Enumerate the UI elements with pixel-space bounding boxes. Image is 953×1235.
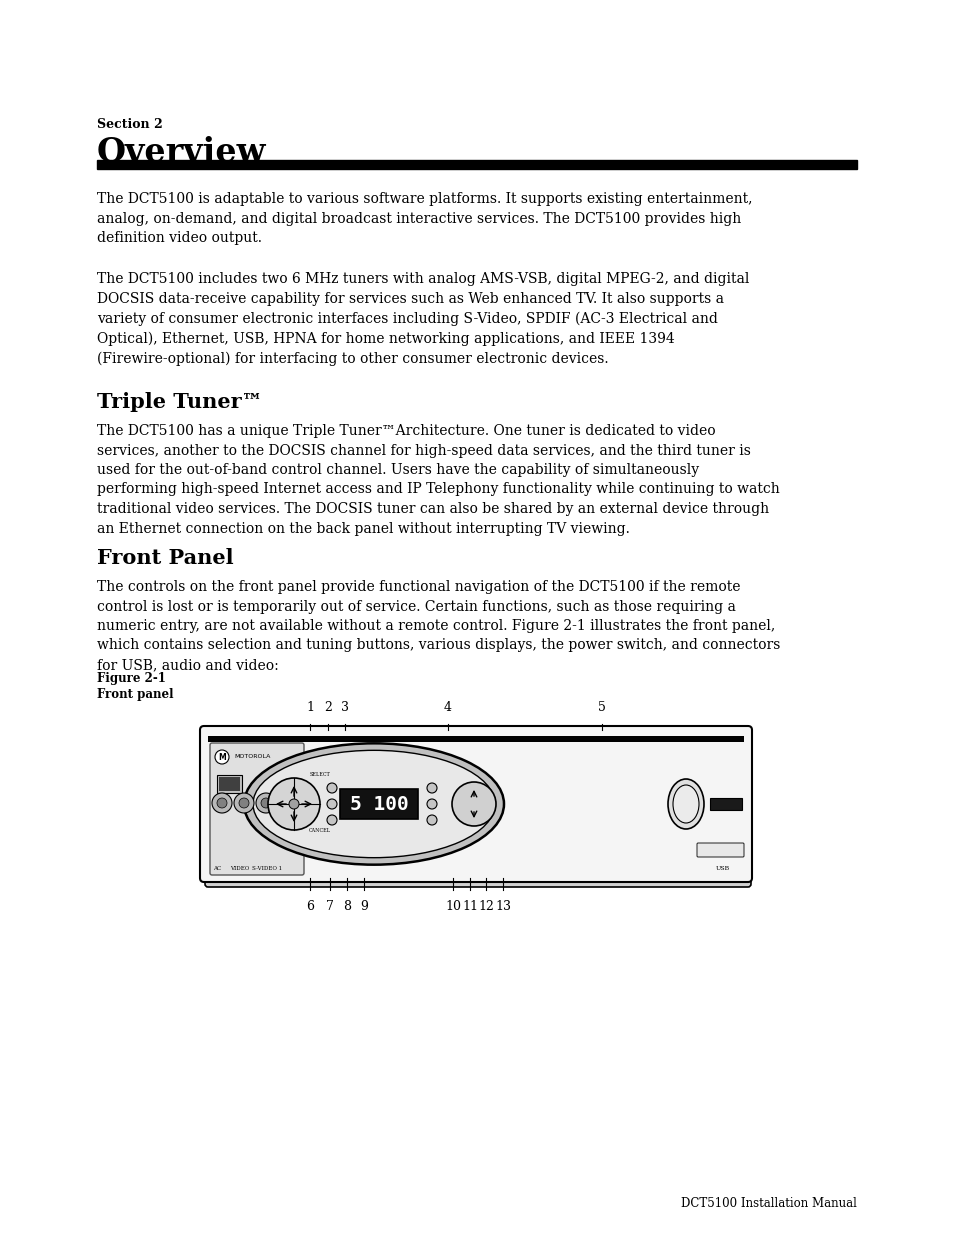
Circle shape [327, 815, 336, 825]
Bar [216, 776, 242, 793]
Text: Figure 2-1: Figure 2-1 [97, 672, 166, 685]
Bar [219, 777, 240, 790]
Text: 13: 13 [495, 900, 511, 913]
Ellipse shape [253, 751, 495, 857]
Text: 7: 7 [326, 900, 334, 913]
Text: 5: 5 [598, 701, 605, 714]
Text: 11: 11 [461, 900, 477, 913]
Text: SELECT: SELECT [310, 772, 330, 777]
Text: CANCEL: CANCEL [309, 827, 331, 832]
Ellipse shape [672, 785, 699, 823]
Text: 9: 9 [359, 900, 368, 913]
Text: 5 100: 5 100 [349, 794, 408, 814]
Circle shape [268, 778, 319, 830]
Circle shape [327, 799, 336, 809]
Bar [709, 798, 741, 810]
Circle shape [261, 798, 271, 808]
Text: DCT5100 Installation Manual: DCT5100 Installation Manual [680, 1197, 856, 1210]
Text: Section 2: Section 2 [97, 119, 163, 131]
Text: AC: AC [213, 866, 221, 871]
Text: USB: USB [715, 866, 729, 871]
Text: 6: 6 [306, 900, 314, 913]
Circle shape [212, 793, 232, 813]
Text: Overview: Overview [97, 136, 266, 169]
Text: 3: 3 [340, 701, 349, 714]
Bar [208, 736, 743, 742]
Text: VIDEO: VIDEO [230, 866, 250, 871]
Text: M: M [218, 752, 226, 762]
Circle shape [327, 783, 336, 793]
Circle shape [452, 782, 496, 826]
Circle shape [233, 793, 253, 813]
Text: 1: 1 [306, 701, 314, 714]
Text: MOTOROLA: MOTOROLA [233, 755, 270, 760]
Circle shape [289, 799, 298, 809]
FancyBboxPatch shape [200, 726, 751, 882]
Ellipse shape [244, 743, 503, 864]
Ellipse shape [667, 779, 703, 829]
Circle shape [427, 815, 436, 825]
Text: 8: 8 [343, 900, 351, 913]
Text: 2: 2 [324, 701, 332, 714]
Circle shape [239, 798, 249, 808]
Text: Front panel: Front panel [97, 688, 173, 701]
FancyBboxPatch shape [205, 729, 750, 887]
Circle shape [427, 799, 436, 809]
Bar [339, 789, 417, 819]
Circle shape [427, 783, 436, 793]
Text: S-VIDEO 1: S-VIDEO 1 [252, 866, 282, 871]
Bar [97, 161, 856, 169]
Text: 12: 12 [477, 900, 494, 913]
FancyBboxPatch shape [697, 844, 743, 857]
Text: 10: 10 [444, 900, 460, 913]
Text: The controls on the front panel provide functional navigation of the DCT5100 if : The controls on the front panel provide … [97, 580, 780, 672]
Text: 4: 4 [443, 701, 452, 714]
FancyBboxPatch shape [210, 743, 304, 876]
Text: The DCT5100 has a unique Triple Tuner™Architecture. One tuner is dedicated to vi: The DCT5100 has a unique Triple Tuner™Ar… [97, 424, 779, 536]
Text: Front Panel: Front Panel [97, 548, 233, 568]
Text: The DCT5100 is adaptable to various software platforms. It supports existing ent: The DCT5100 is adaptable to various soft… [97, 191, 752, 245]
Circle shape [255, 793, 275, 813]
Text: The DCT5100 includes two 6 MHz tuners with analog AMS-VSB, digital MPEG-2, and d: The DCT5100 includes two 6 MHz tuners wi… [97, 272, 749, 366]
Text: Triple Tuner™: Triple Tuner™ [97, 391, 262, 412]
Circle shape [216, 798, 227, 808]
Circle shape [214, 750, 229, 764]
